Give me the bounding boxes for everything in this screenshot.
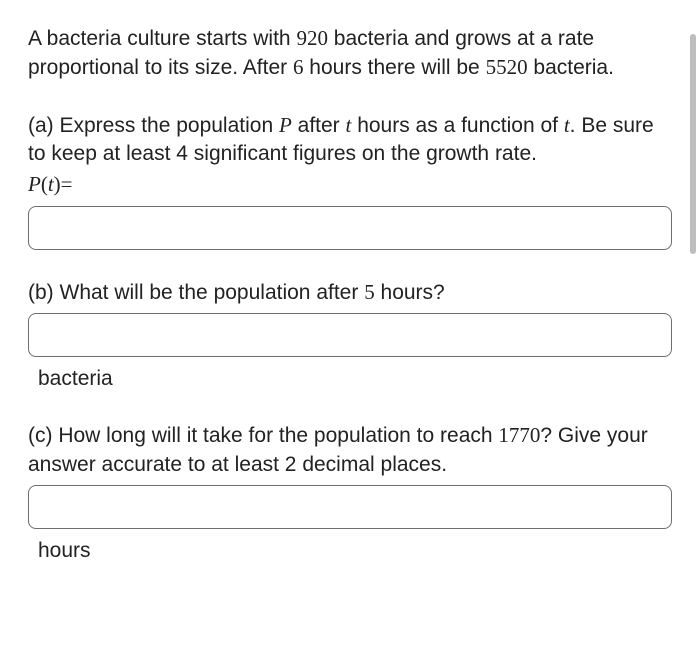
part-c-answer-input[interactable]	[28, 485, 672, 529]
intro-text-1: A bacteria culture starts with	[28, 27, 296, 50]
part-a: (a) Express the population P after t hou…	[28, 111, 672, 250]
part-b: (b) What will be the population after 5 …	[28, 278, 672, 394]
part-a-varP: P	[279, 113, 292, 137]
part-c: (c) How long will it take for the popula…	[28, 421, 672, 565]
part-a-mid2: hours as a function of	[351, 114, 563, 137]
intro-text-3: hours there will be	[303, 56, 485, 79]
part-a-label: (a) Express the population	[28, 114, 279, 137]
part-b-num: 5	[364, 280, 375, 304]
eq-lparen: (	[41, 172, 48, 196]
part-a-equation: P(t)=	[28, 170, 672, 199]
part-c-unit: hours	[28, 537, 672, 565]
scrollbar[interactable]	[690, 34, 696, 254]
part-b-tail: hours?	[375, 281, 445, 304]
part-b-answer-input[interactable]	[28, 313, 672, 357]
part-c-label: (c) How long will it take for the popula…	[28, 424, 498, 447]
part-b-unit: bacteria	[28, 365, 672, 393]
intro-num-1: 920	[296, 26, 328, 50]
part-c-num: 1770	[498, 423, 540, 447]
intro-num-3: 5520	[486, 55, 528, 79]
eq-P: P	[28, 172, 41, 196]
intro-text-4: bacteria.	[528, 56, 614, 79]
part-b-label: (b) What will be the population after	[28, 281, 364, 304]
eq-rparen: )=	[54, 172, 73, 196]
part-a-mid1: after	[292, 114, 346, 137]
problem-intro: A bacteria culture starts with 920 bacte…	[28, 24, 672, 83]
intro-num-2: 6	[293, 55, 304, 79]
part-a-answer-input[interactable]	[28, 206, 672, 250]
